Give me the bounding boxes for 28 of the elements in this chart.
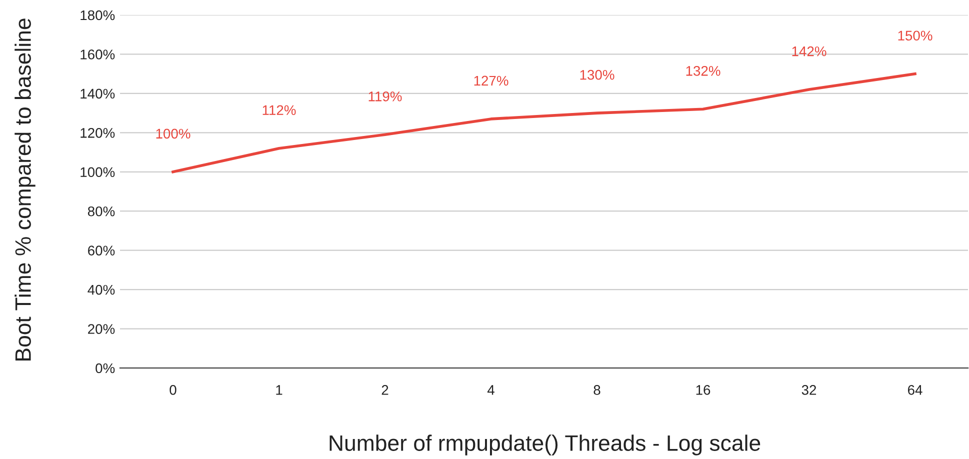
data-label: 112% [262,105,296,115]
data-label: 119% [368,91,402,102]
y-tick-label: 140% [80,88,115,99]
y-tick-label: 100% [80,167,115,178]
x-tick-label: 32 [802,385,816,395]
x-tick-label: 1 [276,385,282,395]
y-tick-label: 60% [88,246,115,256]
x-tick-label: 16 [696,385,710,395]
x-tick-label: 64 [908,385,922,395]
data-label: 142% [792,46,826,56]
x-axis-title: Number of rmpupdate() Threads - Log scale [330,434,760,456]
y-tick-label: 0% [96,363,115,374]
y-tick-label: 160% [80,50,115,60]
data-label: 150% [898,30,932,41]
data-label: 127% [474,76,508,86]
y-axis-title: Boot Time % compared to baseline [14,18,36,360]
data-label: 130% [580,70,614,80]
data-label: 100% [156,128,190,139]
y-tick-label: 80% [88,206,115,216]
x-tick-label: 8 [594,385,600,395]
y-tick-label: 120% [80,128,115,138]
x-tick-label: 0 [170,385,176,395]
x-tick-label: 2 [382,385,388,395]
y-tick-label: 180% [80,10,115,20]
y-tick-label: 20% [88,324,115,334]
y-tick-label: 40% [88,284,115,295]
data-label: 132% [686,66,720,76]
x-tick-label: 4 [487,385,494,395]
